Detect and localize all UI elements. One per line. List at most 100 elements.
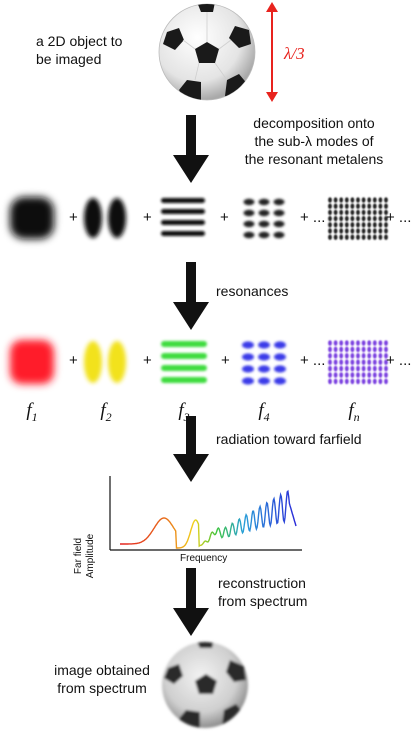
step4-line2: from spectrum <box>218 593 308 609</box>
step3-caption: radiation toward farfield <box>216 431 362 447</box>
mode-dot <box>339 209 344 216</box>
mode-dot <box>384 228 388 234</box>
mode-dot <box>328 378 332 385</box>
mode-dot <box>242 365 254 373</box>
size-arrow <box>266 2 278 102</box>
mode-dot <box>384 209 388 216</box>
mode-dot <box>258 220 270 228</box>
mode-dot <box>367 372 372 378</box>
mode-dot <box>367 228 372 234</box>
gray-mode-3 <box>161 198 205 236</box>
mode-dot <box>339 203 344 209</box>
mode-dot <box>372 209 377 216</box>
mode-dot <box>367 353 372 359</box>
mode-dot <box>344 359 349 365</box>
mode-dot <box>333 340 338 346</box>
spectrum-curve <box>120 489 297 549</box>
mode-dot <box>367 359 372 365</box>
mode-dot <box>350 215 355 222</box>
mode-dot <box>361 372 366 378</box>
color-mode-4 <box>242 341 286 385</box>
gray-mode-4 <box>243 198 285 239</box>
mode-dot <box>258 377 270 385</box>
mode-dot <box>361 378 366 385</box>
mode-dot <box>372 197 377 203</box>
mode-dot <box>378 340 383 346</box>
mode-dot <box>344 203 349 209</box>
mode-dot <box>378 378 383 385</box>
mode-dot <box>243 209 255 217</box>
mode-dot <box>350 365 355 372</box>
mode-dot <box>356 353 360 359</box>
mode-dot <box>378 228 383 234</box>
mode-dot <box>378 372 383 378</box>
mode-dot <box>339 353 344 359</box>
mode-dot <box>350 228 355 234</box>
mode-dot <box>372 346 377 353</box>
mode-dot <box>361 228 366 234</box>
mode-dot <box>328 209 332 216</box>
size-label: λ/3 <box>284 44 305 63</box>
plus-op-2: + <box>143 209 152 226</box>
mode-dot <box>367 209 372 216</box>
mode-dot <box>356 203 360 209</box>
mode-dot <box>361 197 366 203</box>
mode-dot <box>273 231 285 239</box>
plus-op-3: + <box>220 209 229 226</box>
mode-dot <box>350 197 355 203</box>
mode-dot <box>350 378 355 385</box>
mode-dot <box>361 209 366 216</box>
flow-arrow-4 <box>173 568 209 636</box>
mode-dot <box>372 234 377 240</box>
mode-dot <box>372 365 377 372</box>
mode-dot <box>367 222 372 228</box>
mode-label-n: fn <box>348 400 360 424</box>
mode-dot <box>356 359 360 365</box>
mode-dot <box>333 222 338 228</box>
mode-dot <box>339 372 344 378</box>
mode-dot <box>356 209 360 216</box>
plus-dots-op-2: + ... <box>386 209 412 226</box>
mode-dot <box>344 378 349 385</box>
color-modes-row <box>10 340 388 385</box>
mode-dot <box>356 378 360 385</box>
mode-dot <box>384 346 388 353</box>
plus-op-4: + <box>69 352 78 369</box>
object-caption-line2: be imaged <box>36 51 102 67</box>
mode-dot <box>378 203 383 209</box>
spectrum-xlabel: Frequency <box>180 553 228 564</box>
gray-mode-n <box>328 197 388 240</box>
step4-line1: reconstruction <box>218 575 306 591</box>
result-caption: image obtained from spectrum <box>32 661 172 697</box>
mode-dot <box>333 353 338 359</box>
mode-dot <box>344 209 349 216</box>
mode-dot <box>339 378 344 385</box>
mode-dot <box>350 222 355 228</box>
mode-dot <box>333 215 338 222</box>
mode-dot <box>333 197 338 203</box>
step1-line3: the resonant metalens <box>244 151 384 167</box>
mode-dot <box>273 220 285 228</box>
mode-dot <box>372 215 377 222</box>
mode-dot <box>372 372 377 378</box>
mode-dot <box>384 234 388 240</box>
step2-caption: resonances <box>216 283 289 299</box>
mode-dot <box>350 234 355 240</box>
gray-modes-row <box>10 197 388 240</box>
mode-dot <box>384 222 388 228</box>
mode-dot <box>273 209 285 217</box>
mode-dot <box>333 372 338 378</box>
mode-dot <box>339 215 344 222</box>
mode-dot <box>339 346 344 353</box>
spectrum-plot <box>109 476 302 551</box>
plus-dots-op-3: + ... <box>300 352 326 369</box>
mode-dot <box>333 234 338 240</box>
mode-dot <box>372 353 377 359</box>
mode-dot <box>344 234 349 240</box>
color-mode-3 <box>161 341 207 383</box>
soccer-ball-image <box>158 3 256 101</box>
mode-dot <box>384 215 388 222</box>
mode-dot <box>372 228 377 234</box>
mode-dot <box>350 353 355 359</box>
flow-arrow-3 <box>173 416 209 482</box>
